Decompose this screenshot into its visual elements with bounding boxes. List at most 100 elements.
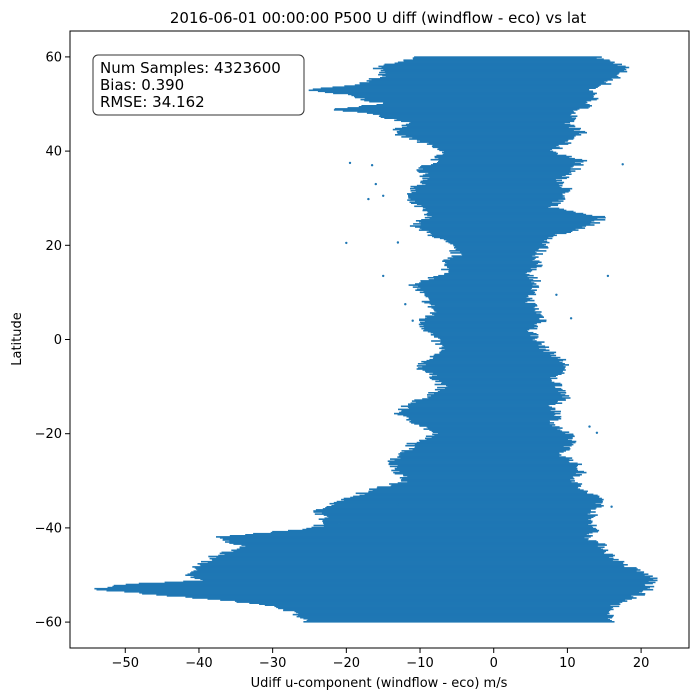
scatter-row [425, 435, 575, 438]
scatter-row [183, 580, 649, 583]
scatter-row [201, 560, 625, 563]
scatter-row [434, 305, 538, 307]
scatter-row [422, 209, 567, 212]
scatter-row [364, 97, 599, 100]
scatter-row [306, 527, 596, 530]
scatter-row [236, 601, 623, 603]
scatter-row [434, 156, 570, 159]
scatter-row [431, 233, 555, 236]
scatter-row [394, 62, 614, 65]
scatter-row [448, 271, 527, 274]
scatter-row [442, 151, 557, 154]
scatter-row [236, 548, 604, 551]
scatter-row [411, 420, 550, 422]
scatter-row [400, 479, 571, 481]
scatter-row [397, 61, 615, 64]
scatter-row [372, 489, 584, 491]
scatter-row [233, 550, 607, 553]
scatter-row [420, 440, 577, 443]
scatter-row [185, 574, 645, 576]
scatter-row [300, 616, 613, 619]
scatter-row [427, 396, 563, 398]
scatter-row [384, 70, 628, 73]
scatter-row [328, 516, 594, 518]
scatter-row [461, 253, 543, 255]
scatter-row [433, 333, 537, 335]
plot-area [94, 56, 658, 623]
scatter-row [417, 363, 565, 365]
scatter-row [326, 506, 602, 508]
scatter-row [434, 310, 535, 312]
scatter-row [420, 181, 565, 184]
scatter-row [417, 170, 576, 172]
scatter-row [207, 598, 632, 600]
scatter-row [385, 72, 619, 75]
scatter-row [212, 559, 613, 562]
scatter-row [406, 419, 559, 421]
scatter-row [429, 299, 535, 302]
scatter-row [454, 245, 548, 248]
scatter-row [427, 277, 538, 279]
scatter-row [425, 437, 573, 440]
scatter-row [441, 382, 561, 385]
scatter-row [324, 517, 592, 519]
scatter-row [333, 92, 597, 95]
scatter-row [253, 532, 589, 535]
scatter-row [400, 454, 562, 456]
scatter-row [221, 551, 605, 554]
scatter-row [397, 413, 556, 416]
scatter-point [374, 182, 377, 186]
scatter-row [415, 289, 537, 291]
scatter-row [364, 493, 594, 496]
scatter-row [272, 530, 598, 533]
scatter-row [427, 330, 529, 333]
scatter-row [426, 231, 571, 233]
scatter-row [334, 108, 580, 110]
scatter-row [239, 547, 601, 550]
scatter-row [190, 572, 644, 574]
scatter-row [429, 176, 570, 179]
scatter-row [366, 80, 608, 82]
scatter-row [225, 541, 598, 543]
scatter-row [397, 456, 566, 458]
scatter-row [382, 75, 617, 77]
scatter-row [218, 554, 615, 557]
scatter-row [399, 470, 584, 473]
scatter-row [454, 247, 549, 249]
scatter-row [399, 477, 574, 479]
scatter-row [443, 345, 546, 347]
scatter-row [437, 386, 556, 389]
scatter-row [364, 99, 592, 102]
scatter-row [411, 202, 561, 204]
scatter-row [403, 60, 611, 62]
scatter-row [292, 613, 608, 616]
scatter-row [422, 369, 566, 371]
scatter-row [424, 292, 535, 295]
scatter-row [388, 462, 578, 465]
scatter-row [378, 73, 618, 76]
scatter-row [420, 140, 568, 142]
scatter-row [425, 173, 572, 175]
scatter-row [436, 154, 567, 157]
scatter-row [264, 604, 611, 606]
scatter-row [194, 577, 658, 580]
scatter-point [382, 194, 385, 197]
scatter-row [229, 542, 599, 544]
y-tick-label: 0 [54, 333, 62, 348]
scatter-row [406, 125, 576, 128]
scatter-row [431, 378, 552, 381]
scatter-row [400, 457, 573, 459]
scatter-row [419, 325, 538, 328]
y-tick-label: 40 [45, 145, 62, 160]
scatter-row [419, 221, 592, 223]
scatter-row [431, 375, 556, 377]
scatter-row [409, 201, 553, 203]
scatter-row [380, 114, 571, 116]
scatter-point [396, 241, 400, 244]
scatter-row [421, 219, 606, 221]
scatter-row [368, 78, 612, 80]
scatter-row [414, 56, 602, 58]
scatter-row [432, 357, 558, 360]
scatter-row [306, 620, 612, 622]
scatter-row [384, 63, 622, 66]
